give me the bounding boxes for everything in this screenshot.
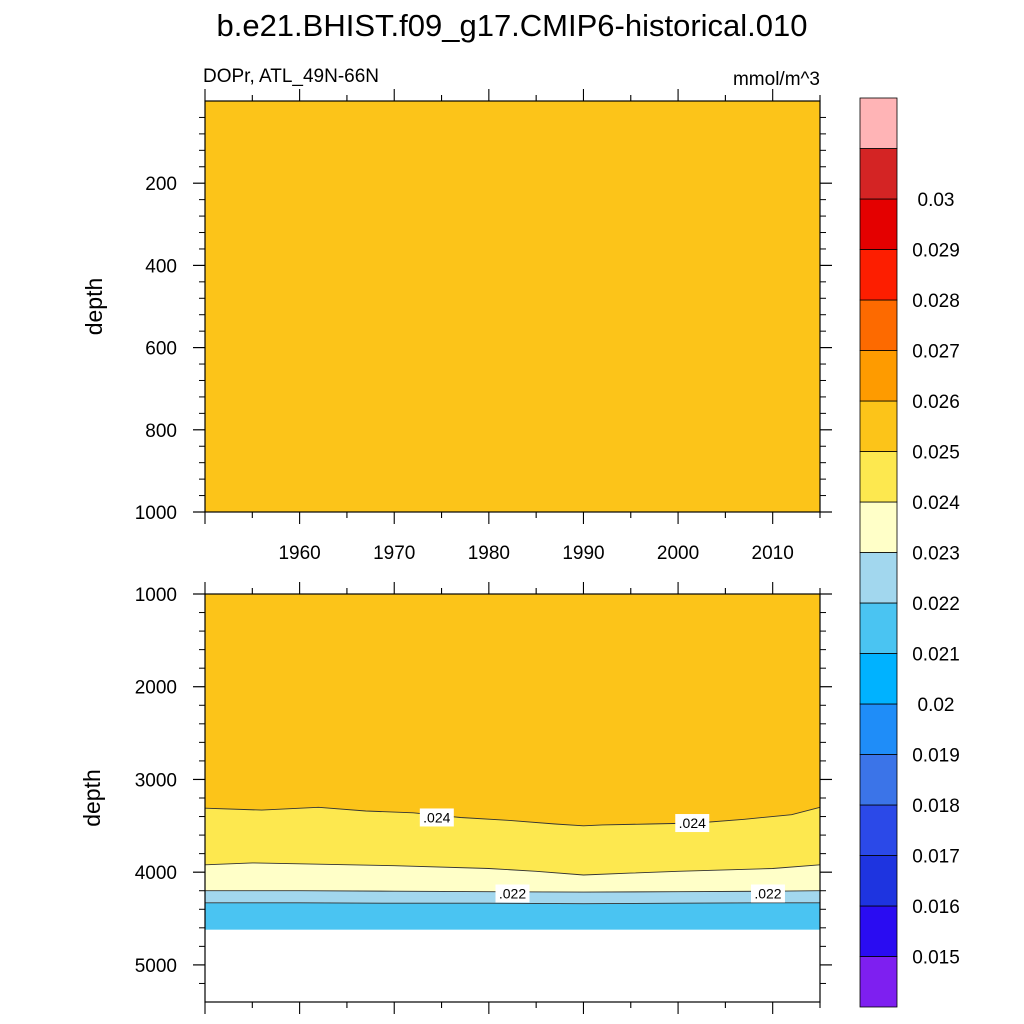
lower-ytick-label: 5000 bbox=[135, 956, 177, 977]
upper-ytick-label: 600 bbox=[145, 339, 177, 360]
upper-fill bbox=[205, 101, 820, 512]
contour-label-bg bbox=[750, 884, 785, 903]
colorbar-label: 0.028 bbox=[912, 291, 960, 312]
lower-ytick-label: 3000 bbox=[135, 770, 177, 791]
colorbar-box bbox=[859, 956, 898, 1008]
colorbar-box bbox=[859, 400, 898, 452]
lower-ytick-label: 1000 bbox=[135, 585, 177, 606]
colorbar-box bbox=[859, 905, 898, 957]
colorbar-label: 0.023 bbox=[912, 544, 960, 565]
colorbar-box bbox=[859, 855, 898, 907]
contour-label: .024 bbox=[679, 815, 706, 831]
colorbar-label: 0.022 bbox=[912, 594, 960, 615]
colorbar-box bbox=[859, 350, 898, 402]
band-024-025 bbox=[205, 594, 820, 826]
colorbar-box bbox=[859, 451, 898, 503]
colorbar-box bbox=[859, 501, 898, 553]
variable-label: DOPr, ATL_49N-66N bbox=[203, 66, 379, 87]
colorbar-box bbox=[859, 703, 898, 755]
colorbar-label: 0.018 bbox=[912, 796, 960, 817]
contour-line-0.023 bbox=[204, 862, 821, 876]
contour-label-bg bbox=[419, 808, 454, 827]
upper-xtick-label: 2000 bbox=[657, 543, 699, 564]
contour-label-bg bbox=[495, 884, 530, 903]
colorbar-label: 0.029 bbox=[912, 241, 960, 262]
colorbar-box bbox=[859, 249, 898, 301]
contour-label: .022 bbox=[499, 886, 526, 902]
colorbar-label: 0.024 bbox=[912, 493, 960, 514]
contour-label: .022 bbox=[754, 886, 781, 902]
colorbar-label: 0.016 bbox=[912, 897, 960, 918]
colorbar-label: 0.02 bbox=[918, 695, 955, 716]
colorbar-box bbox=[859, 552, 898, 604]
upper-xtick-label: 1980 bbox=[468, 543, 510, 564]
upper-ytick-label: 200 bbox=[145, 174, 177, 195]
upper-xtick-label: 1960 bbox=[278, 543, 320, 564]
lower-panel: .024 .024 .022 .022 1000 2000 3000 4000 5000 dept… bbox=[79, 582, 832, 1014]
colorbar-box bbox=[859, 754, 898, 806]
upper-ytick-label: 1000 bbox=[135, 503, 177, 524]
upper-panel: 200 400 600 800 1000 1960 1970 1980 1990 2000 2010… bbox=[81, 89, 832, 564]
lower-ytick-label: 4000 bbox=[135, 863, 177, 884]
colorbar-label: 0.027 bbox=[912, 342, 960, 363]
contour-label: .024 bbox=[423, 809, 450, 825]
lower-ytick-label: 2000 bbox=[135, 678, 177, 699]
colorbar-label: 0.017 bbox=[912, 847, 960, 868]
colorbar: 0.015 0.016 0.017 0.018 0.019 0.02 0.021 0.022 0… bbox=[859, 97, 960, 1008]
colorbar-box bbox=[859, 198, 898, 250]
colorbar-box bbox=[859, 602, 898, 654]
upper-ylabel: depth bbox=[81, 278, 107, 336]
colorbar-box bbox=[859, 97, 898, 149]
colorbar-box bbox=[859, 299, 898, 351]
colorbar-label: 0.015 bbox=[912, 948, 960, 969]
colorbar-box bbox=[859, 653, 898, 705]
upper-xtick-label: 1990 bbox=[562, 543, 604, 564]
chart-title: b.e21.BHIST.f09_g17.CMIP6-historical.010 bbox=[216, 8, 807, 43]
contour-label-bg bbox=[675, 814, 710, 833]
lower-ylabel: depth bbox=[79, 769, 105, 827]
units-label: mmol/m^3 bbox=[733, 69, 820, 90]
colorbar-label: 0.025 bbox=[912, 443, 960, 464]
colorbar-box bbox=[859, 148, 898, 200]
colorbar-label: 0.03 bbox=[918, 190, 955, 211]
upper-xtick-label: 2010 bbox=[752, 543, 794, 564]
upper-ytick-label: 400 bbox=[145, 256, 177, 277]
contour-line-0.021 bbox=[205, 902, 820, 905]
colorbar-label: 0.021 bbox=[912, 645, 960, 666]
upper-frame bbox=[204, 100, 821, 513]
colorbar-label: 0.019 bbox=[912, 746, 960, 767]
colorbar-label: 0.026 bbox=[912, 392, 960, 413]
contour-line-0.024 bbox=[204, 806, 821, 827]
colorbar-box bbox=[859, 804, 898, 856]
upper-xtick-label: 1970 bbox=[373, 543, 415, 564]
upper-ytick-label: 800 bbox=[145, 421, 177, 442]
